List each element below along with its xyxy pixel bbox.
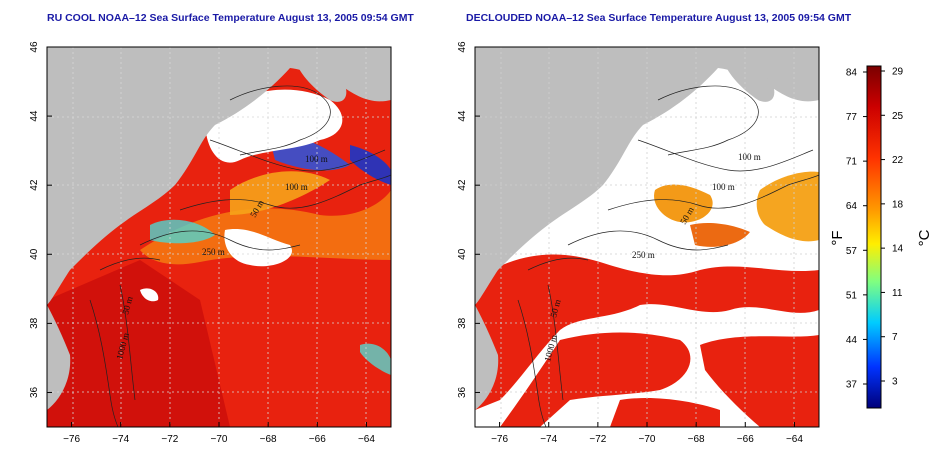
fahrenheit-tick-label: 84 [846,68,858,79]
panel-left-map: 100 m 100 m 50 m 250 m 50 m 1000 m −76 −7… [29,41,392,445]
lon-tick-label: −74 [540,434,557,445]
colorbar-ramp [866,65,882,409]
celsius-tick-label: 25 [892,111,904,122]
celsius-tick-label: 7 [892,332,898,343]
lon-axis: −76 −74 −72 −70 −68 −66 −64 [63,422,375,445]
bathymetry-contours [517,85,819,427]
fahrenheit-scale: 84 77 71 64 57 51 44 37 [846,68,867,391]
lat-tick-label: 44 [457,110,468,122]
panel-right-title: DECLOUDED NOAA–12 Sea Surface Temperatur… [466,12,852,24]
grid-lines [47,47,391,427]
celsius-tick-label: 3 [892,377,898,388]
contour-label-250m: 250 m [632,250,655,260]
bathymetry-contours [89,85,391,427]
lon-tick-label: −70 [211,434,228,445]
lon-tick-label: −66 [737,434,754,445]
celsius-unit-label: °C [916,229,933,246]
lon-tick-label: −76 [63,434,80,445]
fahrenheit-tick-label: 37 [846,380,858,391]
lat-tick-label: 42 [457,179,468,191]
sst-region-bottom [610,398,720,427]
grid-lines [475,47,819,427]
celsius-tick-label: 11 [892,288,903,299]
lat-tick-label: 46 [29,41,40,53]
land-nova-scotia [295,59,347,102]
sst-region-southwest [500,332,691,427]
sst-region-southeast [700,335,819,427]
land-north-america [475,47,819,305]
lon-tick-label: −68 [688,434,705,445]
celsius-scale: 29 25 22 18 14 11 7 3 [881,67,904,388]
celsius-tick-label: 22 [892,155,904,166]
cold-water-patch-east [350,145,391,185]
lat-tick-label: 40 [457,248,468,260]
lat-tick-label: 40 [29,248,40,260]
land-north-america [47,47,391,305]
lat-axis: 46 44 42 40 38 36 [457,41,480,398]
sst-region-georges [654,184,713,223]
fahrenheit-tick-label: 71 [846,157,858,168]
contour-label-100m-b: 100 m [712,182,735,192]
panel-left-title: RU COOL NOAA–12 Sea Surface Temperature … [47,12,414,24]
lat-tick-label: 44 [29,110,40,122]
land-chesapeake [47,305,71,410]
cloud-speck [140,288,159,302]
celsius-tick-label: 18 [892,199,904,210]
land-chesapeake [475,305,499,410]
cloud-shelf [224,228,292,267]
lat-tick-label: 38 [457,317,468,329]
warm-core-region [47,260,230,427]
land-nova-scotia [723,59,775,102]
panel-right-map: 100 m 100 m 50 m 250 m 50 m 1000 m −76 −7… [457,41,820,445]
contour-label-100m-a: 100 m [738,152,761,162]
lat-tick-label: 46 [457,41,468,53]
contour-label-250m: 250 m [202,247,225,257]
fahrenheit-tick-label: 44 [846,335,858,346]
sst-region-south [475,254,819,410]
lon-tick-label: −70 [639,434,656,445]
fahrenheit-tick-label: 64 [846,201,858,212]
colorbar: 84 77 71 64 57 51 44 37 29 25 22 18 14 11 7 3 °F °C [829,65,933,409]
contour-label-50m-b: 50 m [120,295,134,315]
fahrenheit-tick-label: 51 [846,290,858,301]
lon-tick-label: −64 [786,434,803,445]
lat-tick-label: 42 [29,179,40,191]
georges-bank-water [230,171,330,215]
lon-tick-label: −72 [161,434,178,445]
celsius-tick-label: 29 [892,67,904,78]
cool-water-patch-south [360,343,391,375]
contour-label-50m-b: 50 m [548,298,562,318]
celsius-tick-label: 14 [892,244,904,255]
lon-tick-label: −74 [112,434,129,445]
sst-region-east [756,171,819,242]
lon-tick-label: −68 [260,434,277,445]
lat-axis: 46 44 42 40 38 36 [29,41,52,398]
lon-tick-label: −64 [358,434,375,445]
lat-tick-label: 38 [29,317,40,329]
contour-label-100m-b: 100 m [285,182,308,192]
fahrenheit-tick-label: 77 [846,112,858,123]
fahrenheit-unit-label: °F [829,230,846,245]
lon-tick-label: −66 [309,434,326,445]
sst-region-shelf-edge [690,222,750,247]
lon-tick-label: −76 [491,434,508,445]
fahrenheit-tick-label: 57 [846,246,858,257]
lon-axis: −76 −74 −72 −70 −68 −66 −64 [491,422,803,445]
lon-tick-label: −72 [589,434,606,445]
lat-tick-label: 36 [29,386,40,398]
shelf-water-band [140,190,391,265]
contour-label-100m-a: 100 m [305,154,328,164]
lat-tick-label: 36 [457,386,468,398]
